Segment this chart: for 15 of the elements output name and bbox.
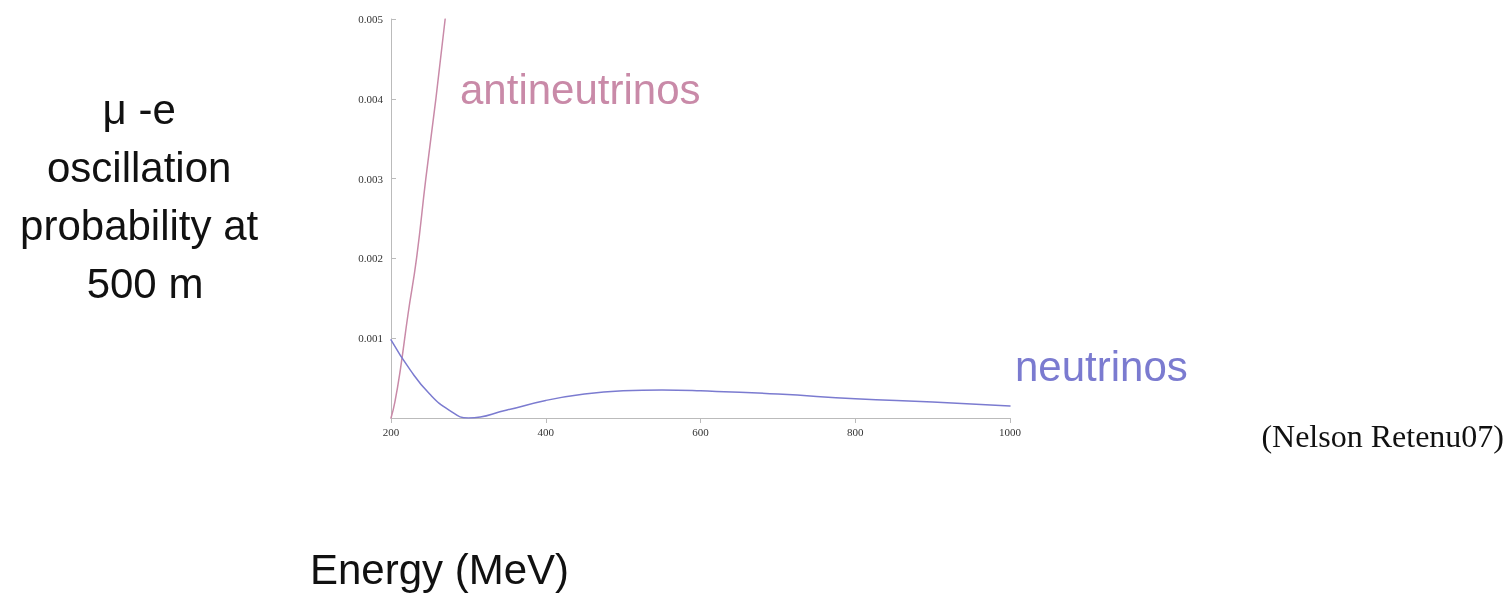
y-tick-label: 0.005 [358, 13, 384, 25]
x-tick-label: 200 [382, 425, 400, 438]
text: (Nelson Retenu07) [1261, 418, 1504, 454]
y-tick-label: 0.002 [358, 252, 383, 265]
y-tick-label: 0.003 [358, 172, 384, 185]
y-tick-label: 0.004 [358, 92, 384, 105]
x-tick-label: 600 [692, 425, 710, 438]
y-axis-title: μ -e oscillation probability at 500 m [20, 85, 270, 307]
y-tick-label: 0.001 [358, 332, 383, 345]
x-axis-title: Energy (MeV) [310, 545, 570, 593]
x-tick-label: 1000 [999, 425, 1022, 438]
series-label: neutrinos [1015, 342, 1188, 390]
x-tick-label: 400 [537, 425, 555, 438]
series-label: antineutrinos [460, 65, 701, 113]
x-tick-label: 800 [847, 425, 864, 438]
